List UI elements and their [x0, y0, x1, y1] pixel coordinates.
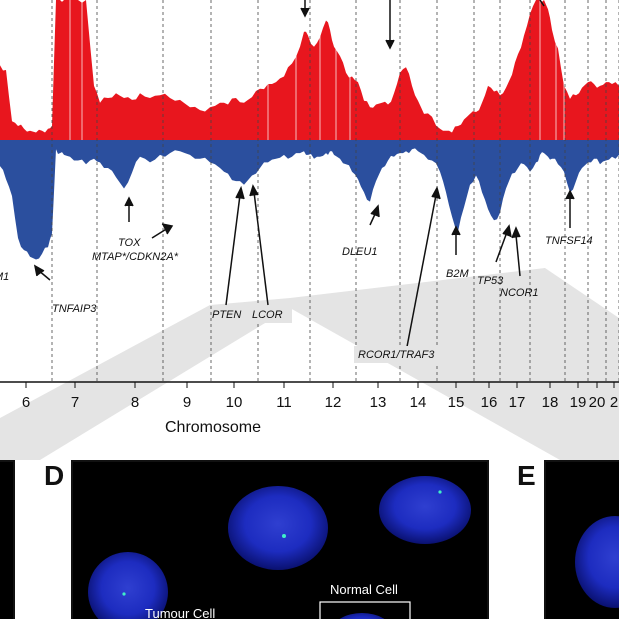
- connector-left: [0, 298, 290, 460]
- connector-right: [470, 268, 619, 460]
- x-axis-ticks: 6 7 8 9 10 11 12 13 14 15 16 17 18 19 20 2: [22, 382, 618, 411]
- annotation-dleu1: DLEU1: [342, 246, 377, 258]
- chromosome-boundaries: [51, 0, 619, 382]
- fish-signal: [282, 534, 286, 538]
- x-tick-label: 12: [325, 394, 342, 411]
- zoom-connectors: [0, 268, 619, 460]
- nucleus: [379, 476, 471, 544]
- annotation-rcor1-traf3: RCOR1/TRAF3: [358, 349, 435, 361]
- nucleus: [228, 486, 328, 570]
- annotation-arrows: [33, 0, 575, 353]
- lcor-label-bg: [248, 306, 292, 323]
- panel-d-letter: D: [44, 460, 64, 491]
- x-tick-label: 6: [22, 394, 30, 411]
- panel-c-fragment: [0, 460, 15, 624]
- nucleus: [575, 516, 619, 608]
- x-tick-label: 15: [448, 394, 465, 411]
- fish-signal: [438, 490, 442, 494]
- x-tick-label: 2: [610, 394, 618, 411]
- panel-e-letter: E: [517, 460, 536, 491]
- annotation-b2m: B2M: [446, 268, 469, 280]
- gene-annotations: M1 TNFAIP3 TOX MTAP*/CDKN2A* PTEN LCOR D…: [0, 235, 593, 363]
- x-tick-label: 13: [370, 394, 387, 411]
- annotation-tp53: TP53: [477, 275, 504, 287]
- annotation-tnfaip3: TNFAIP3: [52, 303, 97, 315]
- x-tick-label: 19: [570, 394, 587, 411]
- loss-area: [0, 140, 619, 260]
- x-tick-label: 18: [542, 394, 559, 411]
- x-tick-label: 7: [71, 394, 79, 411]
- annotation-tox: TOX: [118, 237, 141, 249]
- x-tick-label: 9: [183, 394, 191, 411]
- rcor1-label-bg: [354, 346, 446, 363]
- annotation-mtap-cdkn2a: MTAP*/CDKN2A*: [92, 251, 179, 263]
- panel-e: E: [517, 460, 619, 624]
- tumour-cell-label: Tumour Cell: [145, 606, 215, 619]
- gain-area: [0, 0, 619, 140]
- panel-d: D Normal Cell Tumour Cell: [44, 460, 489, 624]
- x-tick-label: 16: [481, 394, 498, 411]
- annotation-m1: M1: [0, 271, 9, 283]
- normal-cell-label: Normal Cell: [330, 582, 398, 597]
- annotation-pten: PTEN: [212, 309, 241, 321]
- normal-cell-box: [319, 601, 411, 624]
- copy-number-profile: [0, 0, 619, 260]
- x-tick-label: 10: [226, 394, 243, 411]
- annotation-tnfsf14: TNFSF14: [545, 235, 593, 247]
- x-tick-label: 14: [410, 394, 427, 411]
- annotation-lcor: LCOR: [252, 309, 283, 321]
- x-axis-label: Chromosome: [165, 419, 261, 436]
- nucleus: [88, 552, 168, 624]
- x-tick-label: 20: [589, 394, 606, 411]
- x-tick-label: 11: [276, 394, 292, 411]
- fish-signal: [122, 592, 126, 596]
- x-tick-label: 8: [131, 394, 139, 411]
- annotation-ncor1: NCOR1: [500, 287, 539, 299]
- x-tick-label: 17: [509, 394, 526, 411]
